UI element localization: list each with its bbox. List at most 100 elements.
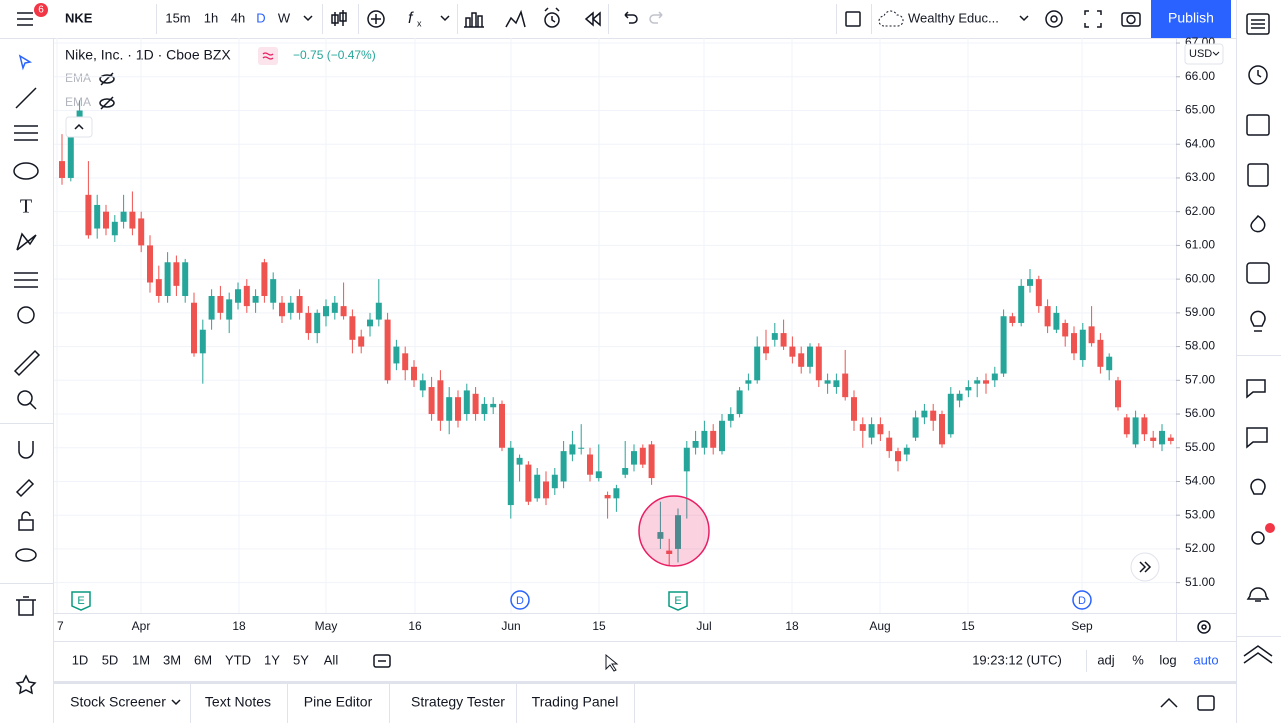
dividend-marker[interactable] [1072, 590, 1092, 610]
candle-body [543, 481, 549, 499]
candle-body [279, 302, 285, 317]
legend-collapse[interactable] [65, 116, 93, 138]
candle-body [1106, 356, 1113, 371]
layout-button[interactable] [845, 11, 861, 27]
screener-dropdown[interactable] [171, 699, 181, 706]
candle-body [736, 390, 743, 415]
x-tick-label: Jun [501, 619, 520, 633]
candle-body [103, 211, 109, 229]
redo-button[interactable] [649, 11, 663, 24]
candle-body [173, 262, 180, 286]
settings-button[interactable] [1045, 10, 1063, 28]
interval[interactable]: 15m [165, 10, 190, 25]
panel-tab[interactable]: Pine Editor [304, 694, 373, 710]
panel-tab[interactable]: Trading Panel [532, 694, 619, 710]
interval-dropdown[interactable] [303, 15, 313, 22]
range-button[interactable]: 1Y [264, 652, 280, 667]
candle-body [1159, 430, 1165, 445]
panel-tab[interactable]: Stock Screener [70, 694, 166, 710]
candle-body [129, 211, 136, 229]
interval[interactable]: 4h [231, 10, 245, 25]
financials-button[interactable] [464, 12, 484, 28]
legend-title: Nike, Inc. · 1D · Cboe BZX [65, 47, 231, 63]
range-button[interactable]: 5Y [293, 652, 309, 667]
candle-body [516, 457, 523, 465]
range-button[interactable]: 1D [72, 652, 89, 667]
compare-button[interactable] [367, 10, 385, 28]
candle-body [85, 194, 92, 236]
menu-button[interactable] [17, 3, 48, 26]
candle-body [507, 447, 514, 506]
publish-label: Publish [1168, 10, 1214, 26]
candle-body [1027, 279, 1033, 286]
candle-body [1000, 316, 1007, 374]
candle-body [111, 221, 118, 236]
time-scale-settings[interactable] [1197, 620, 1211, 634]
panel-tab[interactable]: Strategy Tester [411, 694, 505, 710]
scale-option[interactable]: % [1132, 652, 1144, 667]
panel-expand[interactable] [1160, 697, 1178, 708]
candle-body [340, 306, 347, 317]
alert-button[interactable] [544, 7, 560, 28]
publish-button[interactable] [1151, 0, 1231, 38]
layout-name[interactable]: Wealthy Educ... [908, 10, 999, 25]
range-button[interactable]: 3M [163, 652, 181, 667]
candle-body [1150, 437, 1157, 442]
interval[interactable]: D [256, 10, 265, 25]
templates-button[interactable] [505, 9, 526, 28]
y-tick-label: 57.00 [1185, 372, 1215, 386]
candle-body [1009, 316, 1016, 323]
scale-option[interactable]: auto [1193, 652, 1218, 667]
interval[interactable]: W [278, 10, 291, 25]
x-tick-label: 7 [57, 619, 64, 633]
panel-maximize[interactable] [1197, 695, 1215, 711]
candle-body [833, 380, 840, 388]
candle-body [428, 387, 435, 415]
candle-body [182, 262, 189, 296]
x-tick-label: Apr [132, 619, 151, 633]
y-tick-label: 53.00 [1185, 507, 1215, 521]
candle-body [1079, 329, 1086, 361]
scale-option[interactable]: log [1159, 652, 1176, 667]
earnings-marker[interactable] [71, 591, 91, 611]
replay-button[interactable] [584, 11, 601, 27]
indicator-hide-icon[interactable] [99, 72, 115, 86]
y-tick-label: 66.00 [1185, 69, 1215, 83]
candle-body [305, 312, 312, 334]
fullscreen-button[interactable] [1084, 10, 1102, 28]
highlight-circle [638, 495, 710, 567]
dividend-marker[interactable] [510, 590, 530, 610]
interval[interactable]: 1h [204, 10, 218, 25]
candle-body [534, 474, 541, 499]
layout-dropdown[interactable] [1019, 15, 1029, 22]
candle-body [67, 127, 74, 178]
candle-body [243, 285, 250, 307]
candle-body [199, 329, 206, 354]
sidebar-icons[interactable] [1243, 13, 1275, 664]
candle-body [939, 414, 945, 445]
scale-option[interactable]: adj [1097, 652, 1114, 667]
indicator-hide-icon[interactable] [99, 96, 115, 110]
candle-type-button[interactable] [331, 10, 347, 26]
y-tick-label: 59.00 [1185, 305, 1215, 319]
range-button[interactable]: 6M [194, 652, 212, 667]
range-button[interactable]: 1M [132, 652, 150, 667]
range-button[interactable]: 5D [102, 652, 119, 667]
notification-badge: 6 [38, 5, 44, 16]
goto-date-button[interactable] [373, 654, 391, 668]
candle-body [191, 302, 197, 354]
candle-body [947, 393, 954, 435]
x-tick-label: Aug [869, 619, 890, 633]
panel-tab[interactable]: Text Notes [205, 694, 271, 710]
snapshot-button[interactable] [1121, 12, 1141, 27]
symbol[interactable]: NKE [65, 10, 93, 25]
range-button[interactable]: All [324, 652, 339, 667]
drawing-tools[interactable]: T [13, 54, 41, 695]
earnings-marker[interactable] [668, 591, 688, 611]
range-button[interactable]: YTD [225, 652, 251, 667]
candle-body [613, 488, 620, 499]
undo-button[interactable] [624, 11, 638, 24]
currency-button[interactable] [1184, 43, 1224, 65]
